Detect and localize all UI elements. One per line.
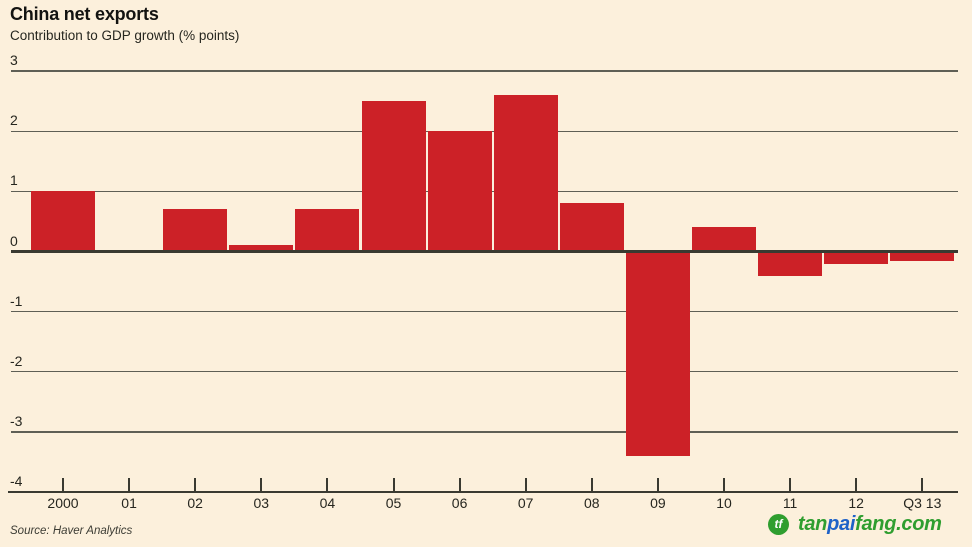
watermark-text: tanpaifang.com <box>798 513 942 536</box>
y-axis-tick-label: 3 <box>10 52 18 69</box>
y-axis-tick-label: -3 <box>10 412 23 429</box>
x-axis-tick <box>789 478 792 492</box>
tanpaifang-logo-icon: tf <box>768 514 789 535</box>
source-note: Source: Haver Analytics <box>10 525 133 537</box>
x-axis-tick-label: 08 <box>584 495 600 511</box>
x-axis-tick <box>590 478 593 492</box>
gridline <box>11 310 958 313</box>
gridline <box>11 431 958 433</box>
y-axis-tick-label: -4 <box>10 472 23 489</box>
x-axis-tick-label: 2000 <box>47 495 79 511</box>
watermark-text-part: pai <box>827 513 856 535</box>
x-axis-tick <box>392 478 395 492</box>
bar-07 <box>493 95 558 252</box>
y-axis-tick-label: 0 <box>10 232 18 249</box>
watermark-text-part: fang.com <box>855 513 942 535</box>
x-axis-line <box>8 490 958 493</box>
bar-12 <box>824 251 889 264</box>
zero-axis-line <box>11 250 958 253</box>
bar-Q3 13 <box>890 251 955 261</box>
x-axis-tick <box>656 478 659 492</box>
bar-08 <box>559 203 624 252</box>
gridline <box>11 70 958 72</box>
bar-06 <box>427 131 492 252</box>
chart-title: China net exports <box>10 4 159 24</box>
x-axis-tick-label: Q3 13 <box>903 495 942 511</box>
y-axis-tick-label: 1 <box>10 172 18 189</box>
x-axis-tick-label: 07 <box>517 495 534 511</box>
bar-02 <box>163 209 228 252</box>
x-axis-tick-label: 10 <box>716 495 732 511</box>
y-axis-tick-label: -1 <box>10 292 23 309</box>
bar-05 <box>361 101 426 252</box>
x-axis-tick <box>62 478 64 492</box>
gridline <box>11 370 958 373</box>
watermark: tf tanpaifang.com <box>768 513 942 536</box>
bar-10 <box>692 227 756 252</box>
y-axis-tick-label: -2 <box>10 352 23 369</box>
x-axis-tick <box>128 478 131 492</box>
x-axis-tick-label: 12 <box>848 495 864 511</box>
chart-subtitle: Contribution to GDP growth (% points) <box>10 28 240 43</box>
x-axis-tick-label: 04 <box>319 495 336 511</box>
x-axis-tick <box>524 478 527 492</box>
x-axis-tick-label: 01 <box>121 495 137 511</box>
x-axis-tick <box>723 478 725 492</box>
x-axis-tick-label: 06 <box>451 495 468 511</box>
y-axis-tick-label: 2 <box>10 112 18 129</box>
x-axis-tick <box>326 478 329 492</box>
bar-11 <box>758 251 823 276</box>
x-axis-tick-label: 11 <box>782 495 798 511</box>
bar-04 <box>295 209 360 252</box>
x-axis-tick <box>194 478 197 492</box>
x-axis-tick <box>260 478 263 492</box>
x-axis-tick-label: 02 <box>187 495 203 511</box>
bar-09 <box>625 251 690 456</box>
x-axis-tick-label: 05 <box>385 495 402 511</box>
x-axis-tick-label: 09 <box>650 495 666 511</box>
x-axis-tick <box>855 478 858 492</box>
x-axis-tick <box>921 478 924 492</box>
x-axis-tick <box>458 478 461 492</box>
x-axis-tick-label: 03 <box>253 495 270 511</box>
watermark-text-part: tan <box>798 513 828 535</box>
bar-2000 <box>31 191 95 252</box>
bar-03 <box>229 245 294 252</box>
